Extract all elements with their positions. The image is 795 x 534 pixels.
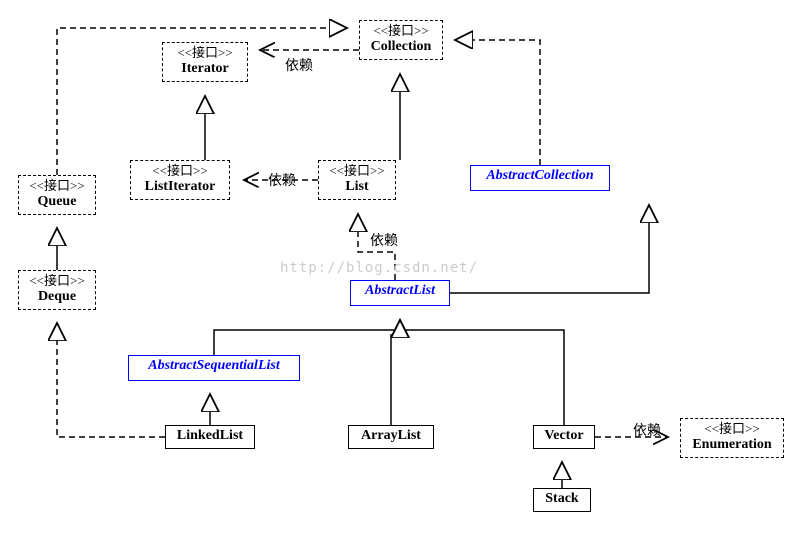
node-abscoll: AbstractCollection [470,165,610,191]
edge-label-3: 依赖 [633,420,661,440]
node-stack: Stack [533,488,591,512]
node-label: Enumeration [687,437,777,454]
watermark: http://blog.csdn.net/ [280,260,478,276]
node-label: ArrayList [355,428,427,445]
node-label: AbstractCollection [477,168,603,185]
node-label: Deque [25,289,89,306]
stereotype: <<接口>> [687,421,777,437]
node-enumeration: <<接口>>Enumeration [680,418,784,458]
node-deque: <<接口>>Deque [18,270,96,310]
edge-label-1: 依赖 [268,170,296,190]
edge-label-2: 依赖 [370,230,398,250]
edge-abscoll-collection [455,40,540,165]
node-label: AbstractSequentialList [135,358,293,375]
stereotype: <<接口>> [169,45,241,61]
node-label: Iterator [169,61,241,78]
node-label: Vector [540,428,588,445]
edge-absseqlist-abslist [214,320,400,355]
edge-abslist-abscoll [450,205,649,293]
node-label: LinkedList [172,428,248,445]
node-list: <<接口>>List [318,160,396,200]
node-queue: <<接口>>Queue [18,175,96,215]
node-iterator: <<接口>>Iterator [162,42,248,82]
node-vector: Vector [533,425,595,449]
stereotype: <<接口>> [325,163,389,179]
node-linkedlist: LinkedList [165,425,255,449]
node-collection: <<接口>>Collection [359,20,443,60]
node-abslist: AbstractList [350,280,450,306]
node-label: List [325,179,389,196]
stereotype: <<接口>> [366,23,436,39]
node-listiterator: <<接口>>ListIterator [130,160,230,200]
node-label: Queue [25,194,89,211]
node-label: Stack [540,491,584,508]
stereotype: <<接口>> [25,273,89,289]
node-label: AbstractList [357,283,443,300]
edge-label-0: 依赖 [285,55,313,75]
stereotype: <<接口>> [25,178,89,194]
node-label: Collection [366,39,436,56]
edge-arraylist-abslist [391,320,400,425]
node-absseqlist: AbstractSequentialList [128,355,300,381]
node-arraylist: ArrayList [348,425,434,449]
node-label: ListIterator [137,179,223,196]
edge-vector-abslist [400,320,564,425]
stereotype: <<接口>> [137,163,223,179]
